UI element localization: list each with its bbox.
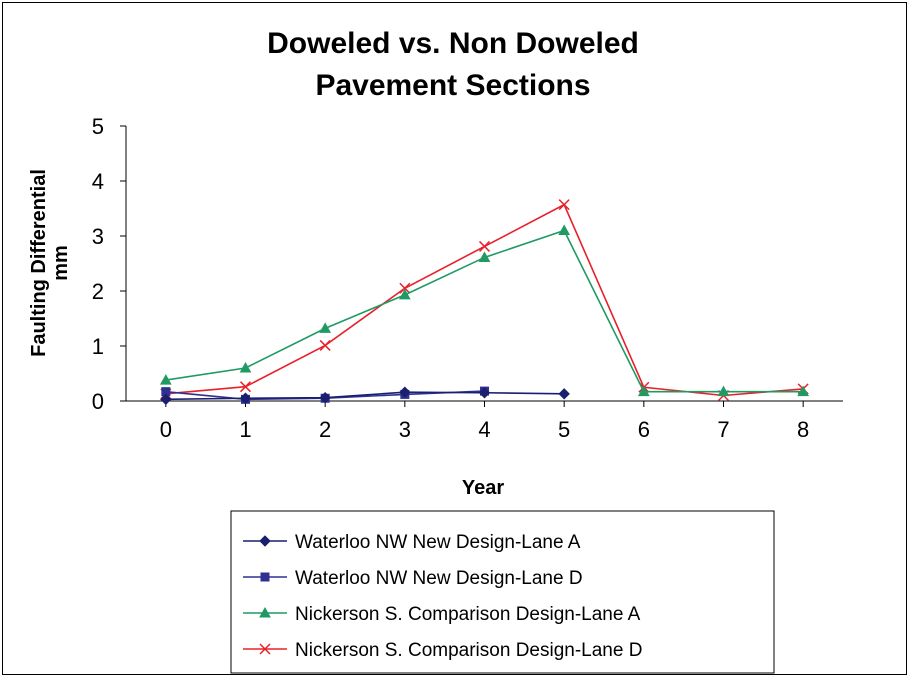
data-point <box>478 251 491 262</box>
x-tick-label: 5 <box>558 417 570 442</box>
x-tick-label: 1 <box>239 417 251 442</box>
y-tick-label: 4 <box>92 169 104 194</box>
series-line <box>165 203 804 397</box>
legend-label: Nickerson S. Comparison Design-Lane D <box>295 640 642 661</box>
chart-canvas: Doweled vs. Non Doweled Pavement Section… <box>28 27 843 674</box>
axes: 0 1 2 3 4 5 0 1 2 3 4 5 6 7 8 <box>92 114 843 442</box>
series-3 <box>159 224 810 397</box>
legend-swatch-marker <box>259 643 271 655</box>
legend-swatch-marker <box>260 572 270 582</box>
data-point <box>558 224 571 235</box>
series-1 <box>160 386 570 406</box>
data-point <box>637 385 650 397</box>
y-axis-label: Faulting Differential mm <box>28 169 72 357</box>
data-point <box>239 392 252 404</box>
series-4 <box>160 199 809 402</box>
legend-label: Nickerson S. Comparison Design-Lane A <box>295 604 641 625</box>
y-tick-label: 2 <box>92 279 104 304</box>
data-point <box>239 381 252 393</box>
x-tick-label: 2 <box>319 417 331 442</box>
legend-entry: Nickerson S. Comparison Design-Lane D <box>243 640 642 661</box>
legend-entry: Waterloo NW New Design-Lane D <box>243 568 583 589</box>
data-point <box>319 391 331 404</box>
x-tick-label: 8 <box>797 417 809 442</box>
series-line <box>165 391 565 401</box>
y-tick-label: 3 <box>92 224 104 249</box>
data-point <box>399 282 411 294</box>
y-tick-label: 0 <box>92 389 104 414</box>
legend-box <box>230 510 775 674</box>
x-tick-label: 6 <box>638 417 650 442</box>
legend-label: Waterloo NW New Design-Lane D <box>295 568 583 589</box>
legend-label: Waterloo NW New Design-Lane A <box>295 532 581 553</box>
legend-entry: Nickerson S. Comparison Design-Lane A <box>243 604 641 625</box>
legend-swatch-marker <box>259 535 271 547</box>
data-point <box>239 361 252 373</box>
chart-title-line-2: Pavement Sections <box>315 69 590 102</box>
x-tick-label: 4 <box>478 417 490 442</box>
data-point <box>319 322 332 333</box>
chart-title-line-1: Doweled vs. Non Doweled <box>267 27 639 60</box>
data-point <box>478 387 491 399</box>
data-point <box>478 240 491 252</box>
legend: Waterloo NW New Design-Lane A Waterloo NW… <box>230 510 775 674</box>
data-point <box>398 288 411 300</box>
x-tick-label: 0 <box>160 417 172 442</box>
x-tick-label: 7 <box>717 417 729 442</box>
y-tick-label: 5 <box>92 114 104 139</box>
data-point <box>159 374 172 385</box>
data-point <box>797 385 810 397</box>
legend-swatch-marker <box>259 606 271 618</box>
y-tick-label: 1 <box>92 334 104 359</box>
legend-entry: Waterloo NW New Design-Lane A <box>243 532 581 553</box>
x-tick-label: 3 <box>399 417 411 442</box>
data-point <box>399 386 411 398</box>
chart-title: Doweled vs. Non Doweled Pavement Section… <box>267 27 639 102</box>
x-axis-label: Year <box>462 477 504 499</box>
data-point <box>558 388 570 400</box>
series-layer <box>159 199 810 406</box>
y-axis-label-line-2: mm <box>50 245 72 281</box>
data-point <box>319 339 331 351</box>
data-point <box>717 385 730 397</box>
data-point <box>160 393 172 406</box>
y-axis-label-line-1: Faulting Differential <box>28 169 50 357</box>
data-point <box>558 199 570 211</box>
